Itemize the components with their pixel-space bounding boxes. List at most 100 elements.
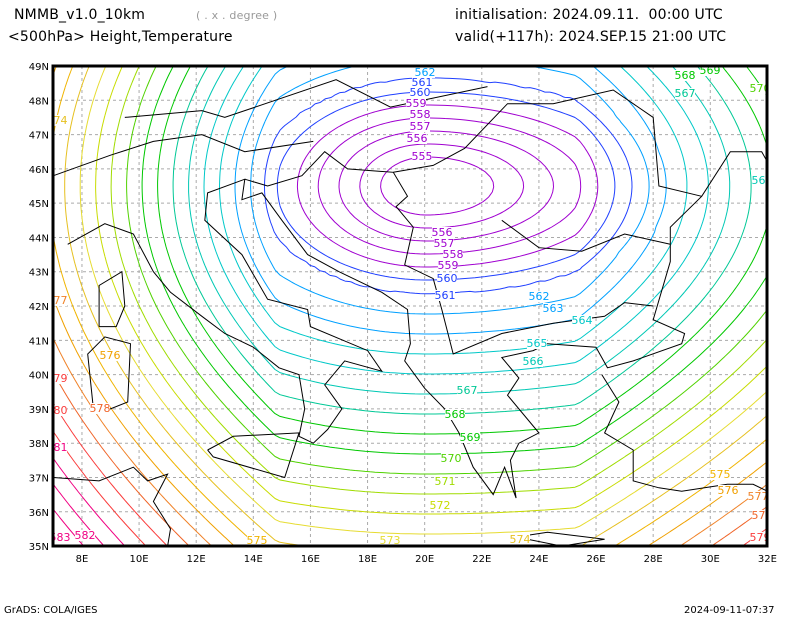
lon-tick-label: 16E bbox=[301, 554, 320, 565]
contour-label-bg bbox=[435, 476, 455, 487]
contour-label: 568 bbox=[675, 69, 696, 82]
contour-label-bg bbox=[750, 532, 767, 543]
contour-580 bbox=[53, 430, 147, 546]
contour-572 bbox=[95, 66, 767, 515]
contour-label: 566 bbox=[523, 355, 544, 368]
contour-label: 583 bbox=[50, 531, 71, 544]
contour-label-bg bbox=[412, 77, 432, 88]
coastline bbox=[67, 151, 767, 499]
lon-tick-label: 24E bbox=[529, 554, 548, 565]
contour-label: 568 bbox=[445, 408, 466, 421]
contour-label: 562 bbox=[529, 290, 550, 303]
contour-label-bg bbox=[527, 338, 547, 349]
contour-label: 570 bbox=[750, 82, 771, 95]
lon-tick-label: 22E bbox=[472, 554, 491, 565]
lat-tick-label: 40N bbox=[29, 371, 49, 382]
lat-tick-label: 42N bbox=[29, 302, 49, 313]
coastline bbox=[524, 531, 605, 546]
coastline bbox=[244, 151, 654, 355]
contour-label-bg bbox=[410, 87, 430, 98]
contour-label: 556 bbox=[407, 132, 428, 145]
lat-tick-label: 43N bbox=[29, 268, 49, 279]
contour-label: 565 bbox=[527, 337, 548, 350]
initialisation-time: initialisation: 2024.09.11. 00:00 UTC bbox=[455, 7, 723, 23]
contour-label: 559 bbox=[406, 97, 427, 110]
contour-label-bg bbox=[445, 409, 465, 420]
contour-571 bbox=[110, 66, 767, 495]
contour-label-bg bbox=[380, 535, 400, 546]
contour-label: 558 bbox=[410, 108, 431, 121]
contour-label: 576 bbox=[718, 484, 739, 497]
lat-tick-label: 46N bbox=[29, 165, 49, 176]
contour-556 bbox=[359, 143, 525, 229]
contour-label: 578 bbox=[752, 509, 773, 522]
height-contours bbox=[53, 66, 767, 546]
contour-label: 557 bbox=[410, 120, 431, 133]
contour-557 bbox=[338, 130, 554, 242]
coastline bbox=[601, 374, 767, 492]
contour-label-bg bbox=[434, 238, 454, 249]
contour-566 bbox=[188, 66, 731, 395]
contour-label: 574 bbox=[47, 114, 68, 127]
contour-label: 570 bbox=[441, 452, 462, 465]
lat-tick-label: 35N bbox=[29, 542, 49, 553]
grads-credit: GrADS: COLA/IGES bbox=[4, 605, 98, 616]
contour-label: 582 bbox=[75, 529, 96, 542]
contour-label-bg bbox=[523, 356, 543, 367]
coastline bbox=[98, 270, 126, 328]
contour-label-bg bbox=[718, 485, 738, 496]
contour-label-bg bbox=[53, 295, 67, 306]
coastline bbox=[124, 79, 488, 118]
contour-579 bbox=[53, 401, 767, 546]
contour-label-bg bbox=[407, 133, 427, 144]
coastlines bbox=[53, 79, 767, 546]
contour-561 bbox=[264, 77, 633, 295]
contour-label: 566 bbox=[752, 174, 773, 187]
contour-564 bbox=[219, 66, 688, 355]
field-title: <500hPa> Height,Temperature bbox=[8, 29, 233, 45]
contour-label-bg bbox=[53, 115, 67, 126]
contour-label-bg bbox=[90, 403, 110, 414]
contour-label-bg bbox=[410, 121, 430, 132]
contour-label-bg bbox=[412, 151, 432, 162]
contour-568 bbox=[157, 66, 767, 435]
contour-label: 559 bbox=[438, 259, 459, 272]
contour-label-bg bbox=[572, 315, 592, 326]
contour-label: 574 bbox=[510, 533, 531, 546]
contour-label: 562 bbox=[415, 66, 436, 79]
contour-label-bg bbox=[752, 510, 767, 521]
contour-label-bg bbox=[53, 373, 67, 384]
coastline bbox=[501, 219, 671, 252]
contour-570 bbox=[126, 66, 767, 475]
contour-label-bg bbox=[100, 350, 120, 361]
contour-576 bbox=[53, 66, 767, 546]
contour-559 bbox=[296, 104, 599, 268]
contour-label-bg bbox=[675, 70, 695, 81]
contour-label-bg bbox=[441, 453, 461, 464]
contour-label-bg bbox=[75, 530, 95, 541]
contour-label: 560 bbox=[410, 86, 431, 99]
render-timestamp: 2024-09-11-07:37 bbox=[684, 605, 775, 616]
lat-tick-label: 45N bbox=[29, 199, 49, 210]
coastline bbox=[87, 336, 132, 410]
contour-label-bg bbox=[529, 291, 549, 302]
contour-label: 555 bbox=[412, 150, 433, 163]
contour-label: 580 bbox=[47, 404, 68, 417]
contour-label-bg bbox=[543, 303, 563, 314]
contour-label: 569 bbox=[700, 64, 721, 77]
contour-label: 579 bbox=[47, 372, 68, 385]
lon-tick-label: 18E bbox=[358, 554, 377, 565]
contour-label-bg bbox=[435, 290, 455, 301]
contour-label: 567 bbox=[675, 87, 696, 100]
contour-569 bbox=[141, 66, 767, 455]
contour-558 bbox=[317, 117, 582, 255]
resolution-label: ( . x . degree ) bbox=[196, 9, 278, 22]
contour-label: 575 bbox=[247, 534, 268, 547]
lat-tick-label: 38N bbox=[29, 439, 49, 450]
contour-label: 558 bbox=[443, 248, 464, 261]
contour-567 bbox=[172, 66, 752, 415]
contour-label: 578 bbox=[90, 402, 111, 415]
contour-574 bbox=[64, 66, 767, 546]
coastline bbox=[53, 466, 172, 546]
